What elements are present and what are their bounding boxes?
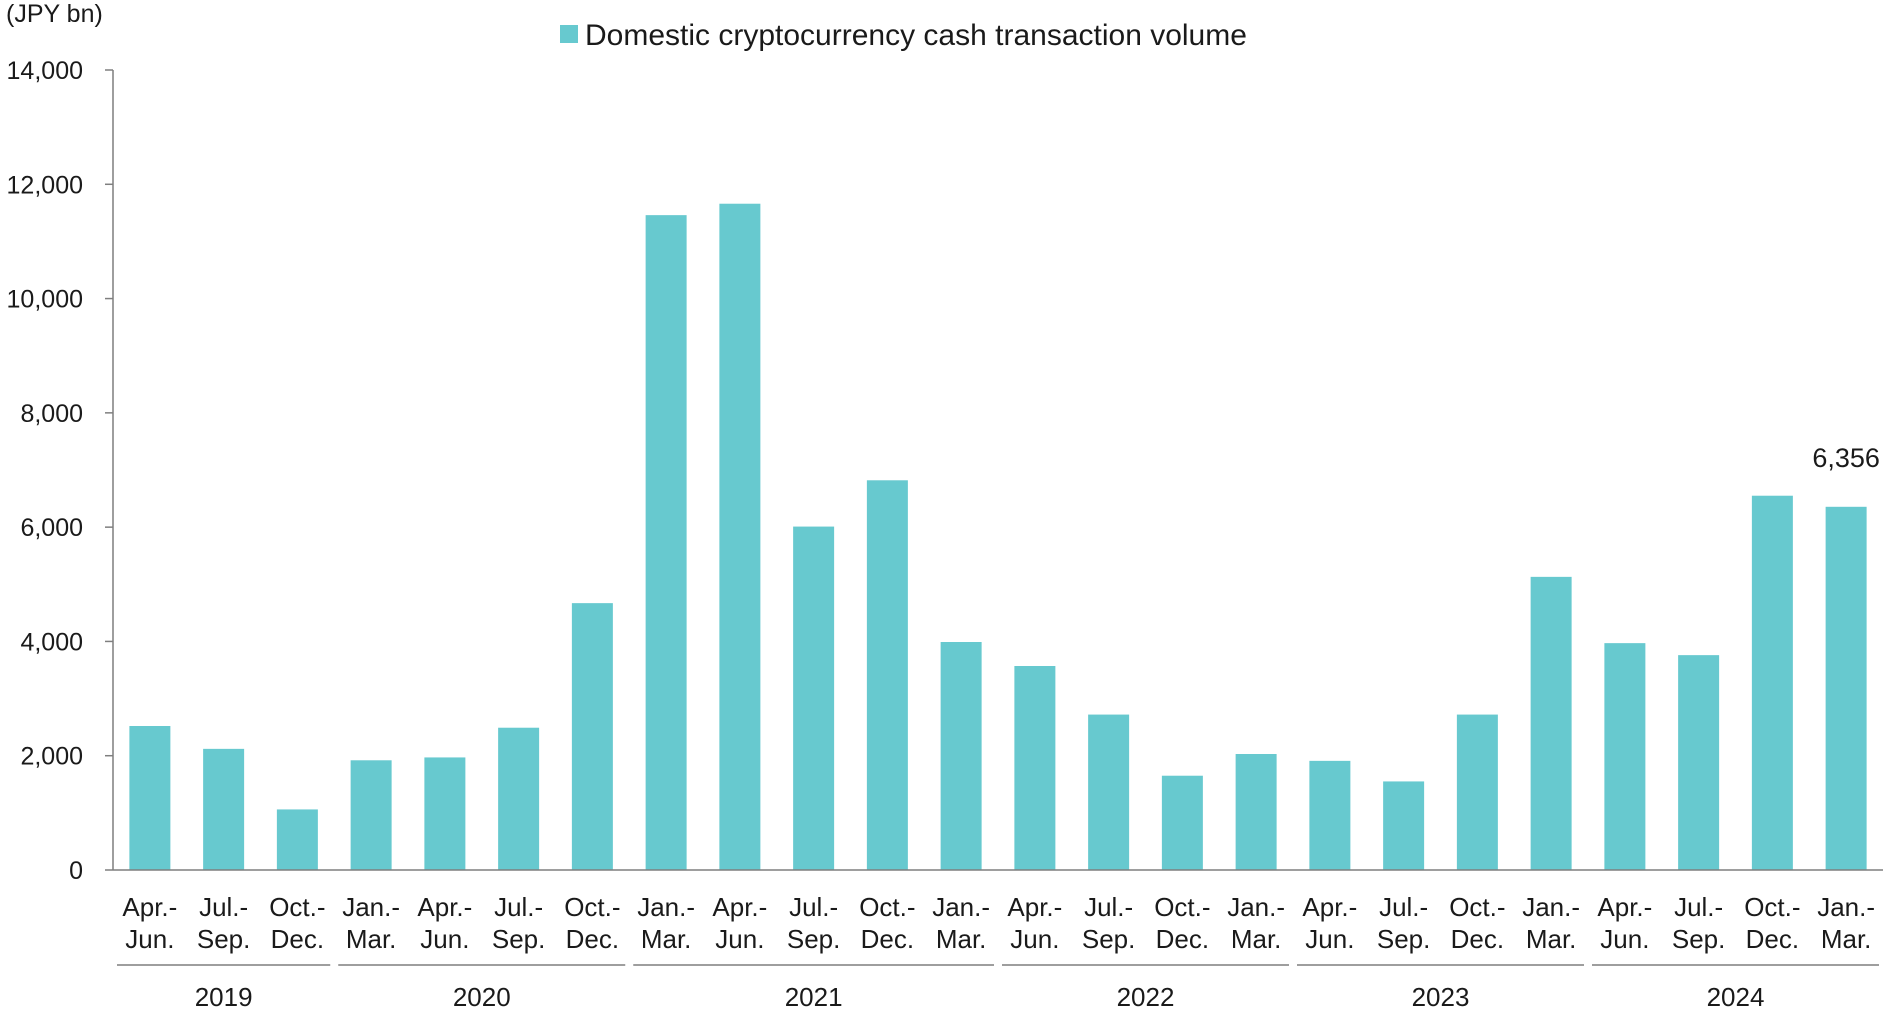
x-tick-label: Jan.- [342,892,400,922]
x-tick-label: Apr.- [122,892,177,922]
y-tick-label: 14,000 [7,57,83,85]
x-tick-label: Sep. [492,924,546,954]
y-tick-label: 8,000 [20,400,83,428]
x-tick-label: Jun. [420,924,469,954]
x-tick-label: Oct.- [269,892,325,922]
bar [129,726,171,870]
bar [1014,666,1056,870]
x-tick-label: Jun. [125,924,174,954]
x-tick-label: Jun. [1305,924,1354,954]
data-label: 6,356 [1812,443,1880,473]
year-group-label: 2021 [785,982,843,1012]
bar [203,748,245,870]
x-tick-label: Mar. [1231,924,1282,954]
x-tick-label: Mar. [346,924,397,954]
x-tick-label: Sep. [787,924,841,954]
x-tick-label: Mar. [936,924,987,954]
legend-label: Domestic cryptocurrency cash transaction… [585,19,1247,52]
x-tick-label: Jan.- [932,892,990,922]
bar [793,526,835,870]
x-tick-label: Jun. [715,924,764,954]
x-tick-label: Mar. [1526,924,1577,954]
bar [1604,643,1646,870]
bar [1235,754,1277,870]
x-tick-label: Dec. [271,924,324,954]
x-tick-label: Dec. [1746,924,1799,954]
x-tick-label: Jan.- [1522,892,1580,922]
x-tick-label: Oct.- [1449,892,1505,922]
bar [1751,495,1793,870]
bar [1383,781,1425,870]
x-tick-label: Sep. [1672,924,1726,954]
bar [1530,576,1572,870]
x-tick-label: Jan.- [637,892,695,922]
x-tick-label: Sep. [1377,924,1431,954]
x-tick-label: Mar. [1821,924,1872,954]
x-tick-label: Oct.- [859,892,915,922]
bar [276,809,318,870]
x-tick-label: Jul.- [199,892,248,922]
data-labels-group: 6,356 [1812,443,1880,473]
x-tick-label: Dec. [1451,924,1504,954]
x-tick-label: Dec. [566,924,619,954]
x-tick-label: Oct.- [1154,892,1210,922]
bar [1456,714,1498,870]
year-group-label: 2024 [1707,982,1765,1012]
year-group-label: 2019 [195,982,253,1012]
x-tick-label: Jul.- [1674,892,1723,922]
x-tick-label: Jan.- [1817,892,1875,922]
x-tick-label: Jun. [1010,924,1059,954]
y-axis: 0 2,000 4,000 6,000 8,000 10,000 12,000 14,000 [7,57,114,885]
bar [350,760,392,870]
legend: Domestic cryptocurrency cash transaction… [560,19,1247,52]
year-group-label: 2020 [453,982,511,1012]
y-tick-label: 12,000 [7,171,83,199]
x-tick-label: Apr.- [712,892,767,922]
legend-swatch [560,25,578,43]
x-tick-label: Apr.- [417,892,472,922]
year-group-label: 2023 [1412,982,1470,1012]
x-tick-label: Jul.- [789,892,838,922]
bar [424,757,466,870]
bar [1088,714,1130,870]
bar [1678,655,1720,870]
bar [719,203,761,870]
x-tick-label: Oct.- [1744,892,1800,922]
y-tick-label: 0 [69,857,83,885]
x-tick-label: Jul.- [1084,892,1133,922]
bar [498,727,540,870]
y-tick-label: 2,000 [20,743,83,771]
x-tick-label: Jul.- [1379,892,1428,922]
bar [1161,775,1203,870]
bar [940,642,982,870]
y-tick-label: 4,000 [20,628,83,656]
x-tick-label: Sep. [1082,924,1136,954]
x-tick-label: Jul.- [494,892,543,922]
x-tick-label: Apr.- [1302,892,1357,922]
x-tick-label: Oct.- [564,892,620,922]
bar [866,480,908,870]
bar [1309,760,1351,870]
bar [645,215,687,871]
x-tick-label: Apr.- [1007,892,1062,922]
x-tick-label: Dec. [861,924,914,954]
y-axis-unit-label: (JPY bn) [6,0,103,28]
y-tick-label: 10,000 [7,286,83,314]
bars-group [129,203,1867,871]
x-tick-label: Sep. [197,924,251,954]
year-group-label: 2022 [1117,982,1175,1012]
bar [571,603,613,870]
x-tick-label: Dec. [1156,924,1209,954]
x-tick-label: Jun. [1600,924,1649,954]
bar [1825,506,1867,870]
x-tick-label: Mar. [641,924,692,954]
x-axis: Apr.-Jun.Jul.-Sep.Oct.-Dec.Jan.-Mar.Apr.… [113,869,1883,954]
year-group-axis: 2019 2020 2021 2022 2023 2024 [117,964,1879,1012]
x-tick-label: Apr.- [1597,892,1652,922]
x-tick-label: Jan.- [1227,892,1285,922]
y-tick-label: 6,000 [20,514,83,542]
